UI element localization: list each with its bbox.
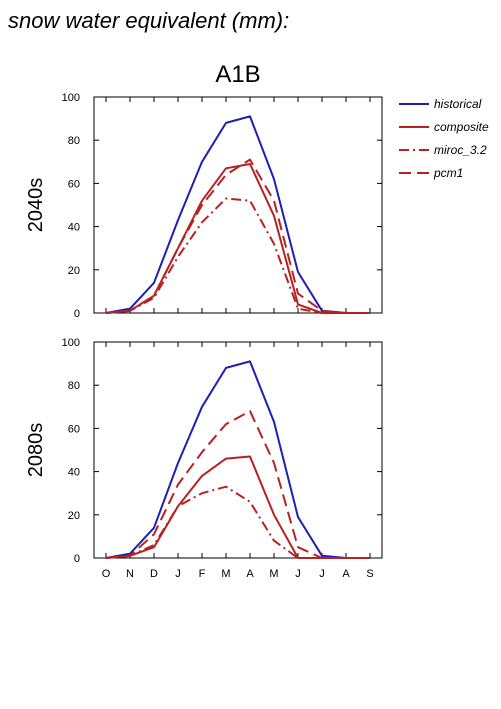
legend: historical composite miroc_3.2 pcm1 — [399, 97, 489, 180]
y-tick-label: 0 — [74, 308, 80, 320]
y-tick-label: 80 — [68, 380, 80, 392]
x-tick-label: M — [221, 568, 230, 580]
x-tick-label: A — [342, 568, 350, 580]
x-tick-label: D — [150, 568, 158, 580]
plot-frame — [93, 96, 383, 314]
y-tick-label: 60 — [68, 178, 80, 190]
legend-label: miroc_3.2 — [434, 143, 487, 157]
series-line-historical — [105, 360, 370, 559]
series-line-pcm1 — [105, 410, 370, 559]
legend-item: historical — [399, 97, 482, 111]
y-tick-label: 80 — [68, 135, 80, 147]
legend-item: composite — [399, 120, 489, 134]
series-line-historical — [105, 115, 370, 314]
y-tick-label: 40 — [68, 222, 80, 234]
series-line-composite — [105, 455, 370, 559]
series-line-miroc-3-2 — [105, 485, 370, 559]
y-tick-label: 20 — [68, 510, 80, 522]
legend-item: pcm1 — [399, 166, 463, 180]
y-tick-label: 100 — [62, 337, 80, 349]
x-tick-label: A — [246, 568, 254, 580]
x-tick-label: N — [126, 568, 134, 580]
legend-label: historical — [434, 97, 482, 111]
panel-label: 2080s — [25, 423, 47, 478]
legend-label: pcm1 — [433, 166, 463, 180]
x-tick-label: S — [366, 568, 373, 580]
chart-title: A1B — [215, 61, 260, 88]
x-tick-label: J — [319, 568, 325, 580]
x-tick-label: M — [269, 568, 278, 580]
y-tick-label: 60 — [68, 423, 80, 435]
legend-label: composite — [434, 120, 489, 134]
plot-frame — [93, 341, 383, 559]
x-tick-label: F — [199, 568, 206, 580]
y-tick-label: 40 — [68, 467, 80, 479]
legend-item: miroc_3.2 — [399, 143, 487, 157]
series-line-pcm1 — [105, 158, 370, 314]
series-line-miroc-3-2 — [105, 197, 370, 314]
chart-panel-1: 2080s 0 20 40 60 80 100 O N D J F M A M J J A S — [25, 337, 383, 580]
y-tick-label: 20 — [68, 265, 80, 277]
x-tick-label: J — [295, 568, 301, 580]
y-tick-label: 100 — [62, 92, 80, 104]
chart-panel-0: A1B 2040s 0 20 40 60 80 100 — [25, 61, 383, 320]
panel-label: 2040s — [25, 178, 47, 233]
x-tick-label: O — [102, 568, 111, 580]
x-tick-label: J — [175, 568, 181, 580]
page-title: snow water equivalent (mm): — [8, 8, 290, 33]
y-tick-label: 0 — [74, 553, 80, 565]
